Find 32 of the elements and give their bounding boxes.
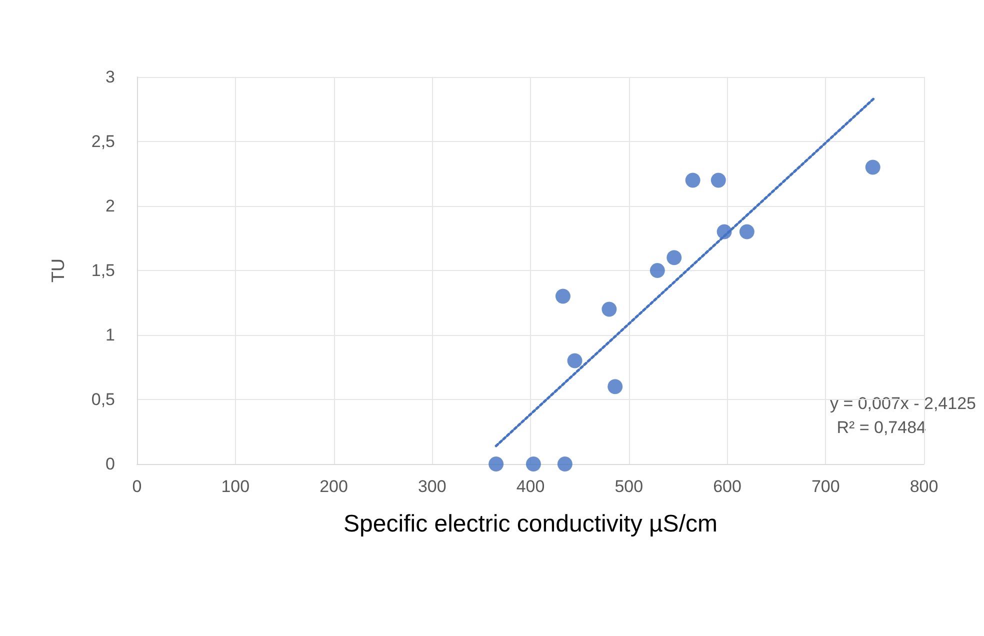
point xyxy=(557,456,572,472)
annotation: R² = 0,7484 xyxy=(836,418,926,437)
x-tick-label: 200 xyxy=(320,477,348,496)
y-tick-label: 0 xyxy=(106,454,115,474)
point xyxy=(567,353,582,368)
point xyxy=(602,302,617,317)
point xyxy=(685,172,700,188)
point xyxy=(608,379,623,394)
y-tick-label: 3 xyxy=(106,68,115,86)
y-tick-label: 2 xyxy=(106,196,115,216)
point xyxy=(865,160,880,175)
point xyxy=(739,224,754,240)
point xyxy=(650,263,665,278)
y-axis-title: TU xyxy=(48,258,68,282)
point xyxy=(488,456,504,472)
x-tick-label: 300 xyxy=(418,477,446,496)
x-tick-label: 100 xyxy=(221,477,250,496)
point xyxy=(666,250,682,266)
x-tick-label: 500 xyxy=(614,477,644,496)
x-axis-title: Specific electric conductivity µS/cm xyxy=(344,510,718,538)
x-tick-label: 0 xyxy=(132,477,142,496)
y-tick-label: 1 xyxy=(106,326,115,344)
y-tick-label: 1,5 xyxy=(91,261,115,280)
x-tick-label: 800 xyxy=(910,477,938,496)
point xyxy=(710,172,726,188)
point xyxy=(555,288,570,304)
x-tick-label: 400 xyxy=(516,477,545,496)
x-tick-label: 600 xyxy=(713,477,742,496)
x-tick-label: 700 xyxy=(811,477,840,496)
point xyxy=(526,456,541,472)
y-tick-label: 0,5 xyxy=(91,390,115,409)
y-tick-label: 2,5 xyxy=(91,132,115,151)
